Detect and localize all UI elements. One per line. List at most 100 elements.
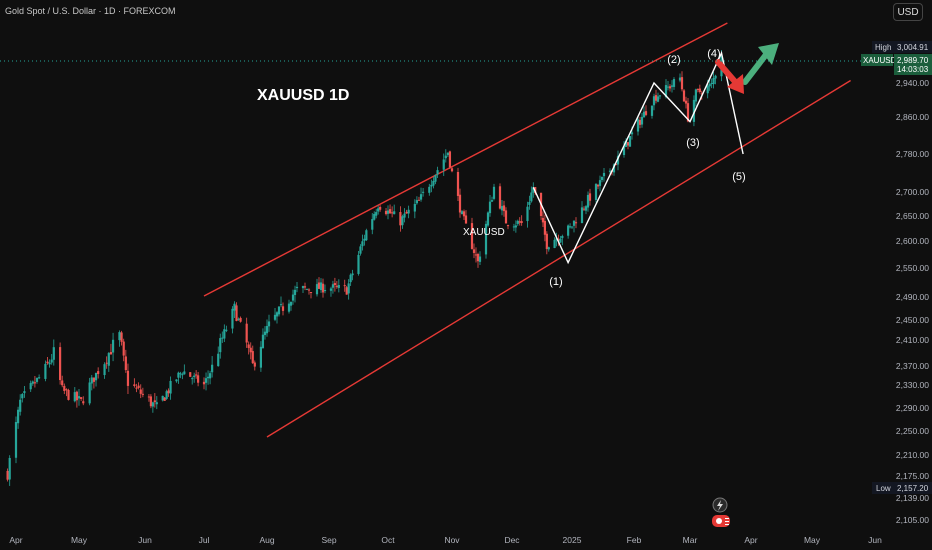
candle <box>189 372 192 377</box>
candle <box>206 370 210 385</box>
candle <box>448 150 452 169</box>
candle <box>596 183 600 190</box>
candle <box>545 231 548 255</box>
candle <box>195 370 198 379</box>
candle <box>193 372 196 383</box>
flag-icon[interactable] <box>712 515 730 527</box>
candle <box>217 346 220 367</box>
y-tick-label: 2,105.00 <box>896 515 929 525</box>
candle <box>678 73 682 83</box>
candle <box>444 149 447 163</box>
candle <box>124 349 127 373</box>
y-tick-label: 2,490.00 <box>896 292 929 302</box>
candle <box>233 301 236 319</box>
candle <box>478 251 482 266</box>
x-tick-label: Jun <box>138 535 152 545</box>
candle <box>33 376 36 388</box>
candle <box>118 330 121 347</box>
candle <box>399 206 402 232</box>
x-tick-label: May <box>804 535 821 545</box>
y-tick-label: 2,290.00 <box>896 403 929 413</box>
candle <box>636 115 640 136</box>
candle <box>692 95 696 127</box>
candle <box>277 306 281 317</box>
y-tick-label: 2,139.00 <box>896 493 929 503</box>
candle <box>582 206 586 212</box>
candle <box>698 84 701 94</box>
candle <box>450 166 454 173</box>
candle <box>319 278 323 293</box>
y-tick-label: 2,175.00 <box>896 471 929 481</box>
candle <box>407 205 410 219</box>
candle <box>680 71 684 92</box>
candle <box>92 377 96 389</box>
candle <box>652 93 656 111</box>
candle <box>151 401 154 413</box>
candle <box>391 206 394 218</box>
candle <box>335 281 338 289</box>
candle <box>309 291 313 299</box>
candle <box>518 217 521 226</box>
candle <box>59 342 62 385</box>
y-tick-label: 2,330.00 <box>896 380 929 390</box>
candle <box>419 187 423 202</box>
candle <box>710 78 713 89</box>
x-tick-label: Mar <box>683 535 698 545</box>
candle <box>267 314 271 332</box>
candle <box>175 379 178 383</box>
time-axis[interactable]: Apr May Jun Jul Aug Sep Oct Nov Dec 2025 Feb Mar Apr… <box>9 535 882 545</box>
candle <box>202 377 206 390</box>
candle <box>580 201 584 224</box>
candle <box>253 360 256 371</box>
candle <box>315 278 319 297</box>
candle <box>38 374 41 380</box>
currency-button[interactable]: USD <box>893 3 923 21</box>
candle <box>365 228 368 241</box>
candle <box>672 77 676 90</box>
y-tick-label: 2,250.00 <box>896 426 929 436</box>
wave-label-3: (3) <box>686 137 699 149</box>
candle <box>658 94 662 100</box>
mid-label: XAUUSD <box>463 227 505 238</box>
candle <box>500 199 504 216</box>
candle <box>388 204 392 215</box>
last-value: 2,989.70 <box>897 56 929 65</box>
candle <box>287 299 291 314</box>
candle <box>401 214 404 229</box>
candle <box>375 208 378 219</box>
candle <box>31 380 34 386</box>
candle <box>305 288 309 290</box>
candle <box>642 106 646 118</box>
candle <box>602 168 606 182</box>
candle <box>345 285 348 295</box>
candle <box>181 372 184 380</box>
y-tick-label: 2,550.00 <box>896 263 929 273</box>
candle <box>568 223 572 229</box>
candle <box>169 376 172 400</box>
candle <box>29 380 32 392</box>
lightning-icon[interactable] <box>712 497 728 513</box>
candle <box>622 141 626 158</box>
candle <box>712 71 715 89</box>
candle <box>279 296 283 308</box>
price-axis[interactable]: 2,105.00 2,139.00 2,175.00 2,210.00 2,250.00… <box>896 78 929 525</box>
candle <box>349 273 352 286</box>
candle <box>50 353 53 365</box>
candle <box>208 370 212 385</box>
candle <box>251 345 254 365</box>
y-tick-label: 2,370.00 <box>896 361 929 371</box>
candle <box>708 79 711 91</box>
candle <box>456 167 460 202</box>
candle <box>574 217 578 229</box>
candle <box>122 338 125 362</box>
candle <box>303 282 307 291</box>
x-tick-label: Feb <box>627 535 642 545</box>
candle <box>516 219 519 226</box>
candle <box>111 332 115 362</box>
candle <box>329 286 333 297</box>
arrow-down-icon <box>715 59 744 94</box>
candle <box>626 141 630 150</box>
candle <box>321 278 325 298</box>
